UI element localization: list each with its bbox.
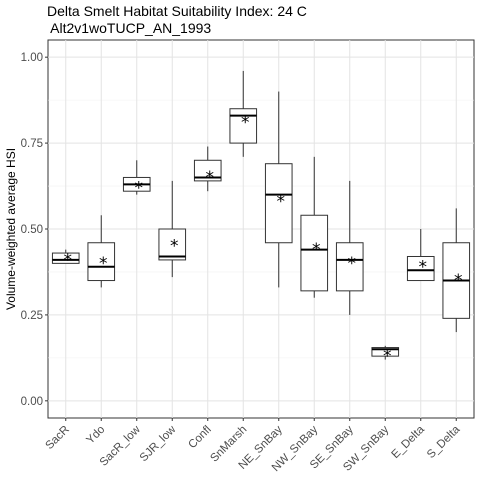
mean-marker: * [454, 271, 463, 291]
box-plot-NE_SnBay: * [264, 91, 293, 288]
box-plot-Confl: * [193, 146, 222, 192]
box-iqr [335, 242, 364, 292]
mean-marker: * [312, 240, 321, 260]
box-plot-SacR_low: * [122, 160, 151, 198]
box-plot-SE_SnBay: * [335, 180, 364, 315]
y-tick-label: 1.00 [21, 52, 43, 64]
box-iqr [158, 228, 187, 261]
mean-marker: * [348, 254, 357, 274]
y-tick-label: 0.50 [21, 224, 43, 236]
box-plot-SnMarsh: * [229, 70, 258, 157]
box-plot-S_Delta: * [442, 208, 471, 333]
box-iqr [87, 242, 116, 282]
mean-marker: * [383, 347, 392, 367]
box-plot-Ydo: * [87, 215, 116, 288]
mean-marker: * [419, 257, 428, 277]
box-iqr [51, 252, 80, 264]
box-iqr [264, 163, 293, 244]
box-iqr [371, 347, 400, 357]
y-tick-label: 0.00 [21, 396, 43, 408]
box-iqr [229, 108, 258, 144]
box-iqr [406, 255, 435, 282]
mean-marker: * [241, 113, 250, 133]
box-plot-NW_SnBay: * [300, 156, 329, 298]
mean-marker: * [99, 254, 108, 274]
y-tick-label: 0.75 [21, 138, 43, 150]
box-plot-E_Delta: * [406, 229, 435, 282]
y-axis-title: Volume-weighted average HSI [4, 148, 18, 310]
mean-marker: * [206, 168, 215, 188]
mean-marker: * [277, 192, 286, 212]
box-layer: * * * * * * * * * * * * [51, 70, 471, 367]
mean-marker: * [170, 237, 179, 257]
box-plot-SacR: * [51, 249, 80, 270]
box-iqr [193, 159, 222, 182]
box-plot-SJR_low: * [158, 180, 187, 278]
mean-marker: * [135, 178, 144, 198]
chart-title-line-2: Alt2v1woTUCP_AN_1993 [47, 20, 211, 36]
chart-title-line-1: Delta Smelt Habitat Suitability Index: 2… [47, 3, 307, 19]
box-iqr [300, 214, 329, 292]
box-plot-SW_SnBay: * [371, 345, 400, 367]
mean-marker: * [64, 250, 73, 270]
y-tick-label: 0.25 [21, 310, 43, 322]
